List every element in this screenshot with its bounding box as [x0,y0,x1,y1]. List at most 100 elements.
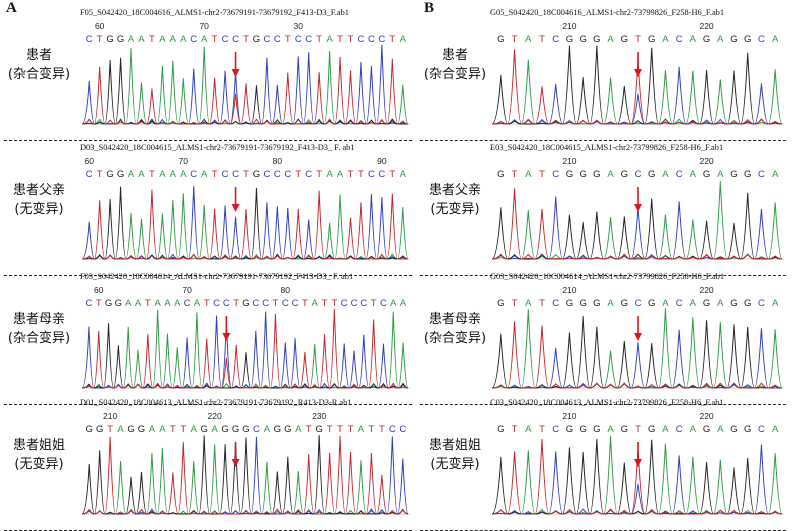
base-call: C [86,169,93,180]
position-number: 30 [294,21,304,31]
base-call: C [223,298,230,309]
trace-T-channel [81,308,409,389]
base-call: C [676,424,683,435]
base-call: C [758,34,765,45]
variant-status: (杂合变异) [7,67,71,82]
base-call: A [154,298,161,309]
base-call: T [512,424,518,435]
base-call: A [128,169,135,180]
base-call: C [676,34,683,45]
position-number: 90 [377,156,387,166]
base-call: T [539,424,545,435]
base-call: T [379,424,385,435]
base-call: G [315,424,322,435]
base-call: T [170,424,176,435]
base-call: T [97,169,103,180]
base-call: C [358,34,365,45]
row-separator [4,140,412,141]
row-separator [420,275,786,276]
base-call: G [117,169,124,180]
base-call: G [593,298,600,309]
base-call: G [621,169,628,180]
position-number: 210 [562,156,576,166]
base-call: C [282,298,289,309]
base-call: T [302,298,308,309]
base-call: C [292,298,299,309]
variant-status: (杂合变异) [423,67,487,82]
base-call: C [190,34,197,45]
base-call: G [497,424,504,435]
base-call: A [201,169,208,180]
variant-arrow-icon [231,52,240,77]
base-call: A [159,424,166,435]
base-call: A [662,34,669,45]
base-call: A [607,424,614,435]
base-call: A [772,298,779,309]
position-number: 210 [103,411,117,421]
base-call: C [676,298,683,309]
trace-T-channel [491,188,783,260]
position-number: 210 [562,411,576,421]
trace-G-channel [81,434,409,515]
base-call: G [106,169,113,180]
sample-label-right: 患者父亲 (无变异) [420,181,490,219]
base-call: C [552,424,559,435]
base-call: G [253,169,260,180]
base-call: C [222,34,229,45]
base-call: T [635,34,641,45]
base-call: T [348,34,354,45]
base-call: A [690,298,697,309]
base-call: C [341,298,348,309]
base-call: G [579,169,586,180]
base-call: T [149,34,155,45]
trace-A-channel [491,59,783,125]
base-call: T [635,424,641,435]
base-call: T [337,424,343,435]
base-call: G [96,424,103,435]
base-call: T [337,34,343,45]
base-call: T [539,169,545,180]
base-call: C [351,298,358,309]
trace-T-channel [491,321,783,389]
variant-arrow-icon [222,316,231,341]
chromatogram-left: 60 70 80 90C T G G A A T A A A C A T C C T G C C C T C T A A T T C C T A [81,156,410,260]
base-call: C [305,34,312,45]
sample-label-left: 患者母亲 (杂合变异) [4,310,74,348]
base-call: G [497,298,504,309]
base-call: A [164,298,171,309]
sample-label-right: 患者姐姐 (无变异) [420,436,490,474]
sample-name: 患者姐姐 [428,438,481,453]
base-call: A [607,298,614,309]
base-call: T [512,34,518,45]
base-call: T [348,169,354,180]
base-call: C [213,298,220,309]
sample-name: 患者父亲 [428,183,481,198]
base-call: G [242,424,249,435]
base-call: C [635,298,642,309]
base-call: A [390,298,397,309]
trace-G-channel [491,45,783,125]
variant-status: (杂合变异) [7,331,71,346]
variant-status: (无变异) [14,202,64,217]
base-call: T [512,298,518,309]
sample-name: 患者 [25,48,52,63]
sample-name: 患者母亲 [12,312,65,327]
base-call: T [327,424,333,435]
base-call: A [607,169,614,180]
row-separator [4,404,412,405]
base-call: C [263,34,270,45]
base-call: G [703,424,710,435]
position-number: 220 [699,285,713,295]
base-call: A [326,169,333,180]
base-call: G [115,298,122,309]
base-call: A [717,424,724,435]
base-call: T [145,298,151,309]
position-number: 60 [95,21,105,31]
trace-C-channel [491,328,783,389]
base-call: A [400,298,407,309]
position-number: 60 [84,156,94,166]
trace-T-channel [81,56,409,125]
